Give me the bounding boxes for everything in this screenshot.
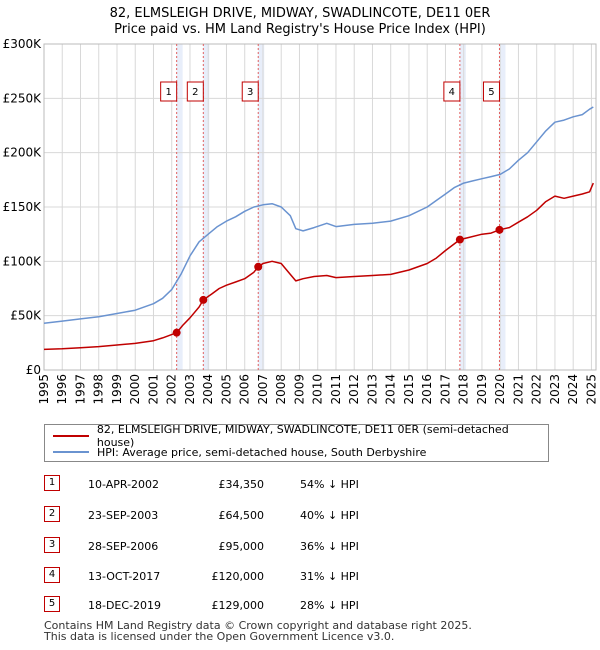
x-tick-label: 2016 [420, 374, 434, 405]
legend-swatch-hpi [53, 451, 89, 453]
sale-marker-box [443, 81, 461, 102]
y-tick-label: £50K [10, 309, 42, 323]
x-tick-label: 2025 [584, 374, 598, 405]
y-tick-label: £200K [3, 146, 43, 160]
sale-number-badge: 2 [44, 506, 60, 522]
x-tick-label: 1999 [110, 374, 124, 405]
sale-number-badge: 5 [44, 596, 60, 612]
sale-marker-box [241, 81, 259, 102]
footer-line-2: This data is licensed under the Open Gov… [44, 630, 395, 643]
sale-marker-label: 2 [186, 81, 204, 102]
sale-marker-box [186, 81, 204, 102]
sale-marker-number: 3 [247, 87, 253, 98]
sale-marker-box [160, 81, 178, 102]
y-tick-label: £250K [3, 91, 43, 105]
chart-title: 82, ELMSLEIGH DRIVE, MIDWAY, SWADLINCOTE… [109, 6, 491, 21]
x-tick-label: 2017 [438, 374, 452, 405]
x-tick-label: 2006 [238, 374, 252, 405]
x-tick-label: 2022 [530, 374, 544, 405]
sale-point [495, 225, 504, 234]
x-tick-label: 2001 [146, 374, 160, 405]
hpi-series-line [43, 106, 594, 325]
sale-price: £64,500 [218, 509, 265, 522]
sale-date: 28-SEP-2006 [88, 540, 159, 553]
y-tick-label: £300K [3, 37, 43, 51]
sale-marker-number: 4 [449, 87, 455, 98]
sale-price: £120,000 [211, 570, 265, 583]
sale-marker-label: 4 [443, 81, 461, 102]
sale-hpi-diff: 54% ↓ HPI [300, 478, 359, 491]
x-tick-label: 2024 [566, 374, 580, 405]
table-row: 4 13-OCT-2017 £120,000 31% ↓ HPI [44, 567, 564, 587]
x-tick-label: 2010 [311, 374, 325, 405]
x-tick-label: 2023 [548, 374, 562, 405]
sale-number-badge: 3 [44, 537, 60, 553]
sale-marker-number: 5 [488, 87, 494, 98]
legend-item-hpi: HPI: Average price, semi-detached house,… [53, 444, 426, 460]
property-series-line [43, 182, 594, 351]
chart-subtitle: Price paid vs. HM Land Registry's House … [114, 22, 486, 37]
x-tick-label: 1997 [73, 374, 87, 405]
sale-marker-number: 1 [165, 87, 171, 98]
sale-price: £95,000 [218, 540, 265, 553]
x-tick-label: 2003 [183, 374, 197, 405]
legend-label-hpi: HPI: Average price, semi-detached house,… [97, 445, 427, 459]
plot-border [43, 43, 597, 371]
sale-price: £129,000 [211, 599, 265, 612]
chart-legend: 82, ELMSLEIGH DRIVE, MIDWAY, SWADLINCOTE… [44, 423, 549, 462]
sale-marker-label: 1 [160, 81, 178, 102]
x-tick-label: 2013 [365, 374, 379, 405]
x-tick-label: 1995 [37, 374, 51, 405]
sale-point [172, 328, 181, 337]
x-tick-label: 2007 [256, 374, 270, 405]
price-chart: £0 £50K £100K £150K £200K £250K £300K 1995 1996 1… [3, 37, 599, 405]
sale-hpi-diff: 36% ↓ HPI [300, 540, 359, 553]
sale-marker-box [482, 81, 500, 102]
y-tick-label: £100K [3, 254, 43, 268]
sale-date: 18-DEC-2019 [88, 599, 162, 612]
table-row: 3 28-SEP-2006 £95,000 36% ↓ HPI [44, 537, 564, 557]
y-tick-label: £0 [26, 363, 41, 377]
sale-marker-label: 3 [241, 81, 259, 102]
x-tick-label: 2002 [165, 374, 179, 405]
sale-marker-number: 2 [192, 87, 198, 98]
x-tick-label: 2014 [384, 374, 398, 405]
legend-item-property: 82, ELMSLEIGH DRIVE, MIDWAY, SWADLINCOTE… [53, 423, 548, 449]
x-tick-label: 2000 [128, 374, 142, 405]
x-tick-label: 2009 [292, 374, 306, 405]
sale-date: 23-SEP-2003 [88, 509, 159, 522]
table-row: 5 18-DEC-2019 £129,000 28% ↓ HPI [44, 596, 564, 616]
x-tick-label: 2018 [457, 374, 471, 405]
sale-point [254, 262, 263, 271]
x-tick-label: 2004 [201, 374, 215, 405]
sale-hpi-diff: 31% ↓ HPI [300, 570, 359, 583]
sale-number-badge: 1 [44, 475, 60, 491]
x-tick-label: 2011 [329, 374, 343, 405]
legend-swatch-property [53, 435, 89, 437]
table-row: 2 23-SEP-2003 £64,500 40% ↓ HPI [44, 506, 564, 526]
x-tick-label: 2020 [493, 374, 507, 405]
sale-marker-label: 5 [482, 81, 500, 102]
sale-number-badge: 4 [44, 567, 60, 583]
x-tick-label: 1998 [92, 374, 106, 405]
x-tick-label: 2008 [274, 374, 288, 405]
y-tick-label: £150K [3, 200, 43, 214]
sale-price: £34,350 [218, 478, 265, 491]
x-tick-label: 2012 [347, 374, 361, 405]
sale-point [199, 295, 208, 304]
sale-date: 13-OCT-2017 [88, 570, 161, 583]
x-tick-label: 2019 [475, 374, 489, 405]
x-tick-label: 2015 [402, 374, 416, 405]
footer-note: Contains HM Land Registry data © Crown c… [44, 620, 472, 642]
x-tick-label: 2021 [511, 374, 525, 405]
sale-hpi-diff: 28% ↓ HPI [300, 599, 359, 612]
table-row: 1 10-APR-2002 £34,350 54% ↓ HPI [44, 475, 564, 495]
sale-point [455, 235, 464, 244]
x-tick-label: 2005 [219, 374, 233, 405]
footer-line-1: Contains HM Land Registry data © Crown c… [44, 619, 472, 632]
sale-date: 10-APR-2002 [88, 478, 160, 491]
x-tick-label: 1996 [55, 374, 69, 405]
legend-label-property: 82, ELMSLEIGH DRIVE, MIDWAY, SWADLINCOTE… [96, 423, 509, 449]
sale-hpi-diff: 40% ↓ HPI [300, 509, 359, 522]
